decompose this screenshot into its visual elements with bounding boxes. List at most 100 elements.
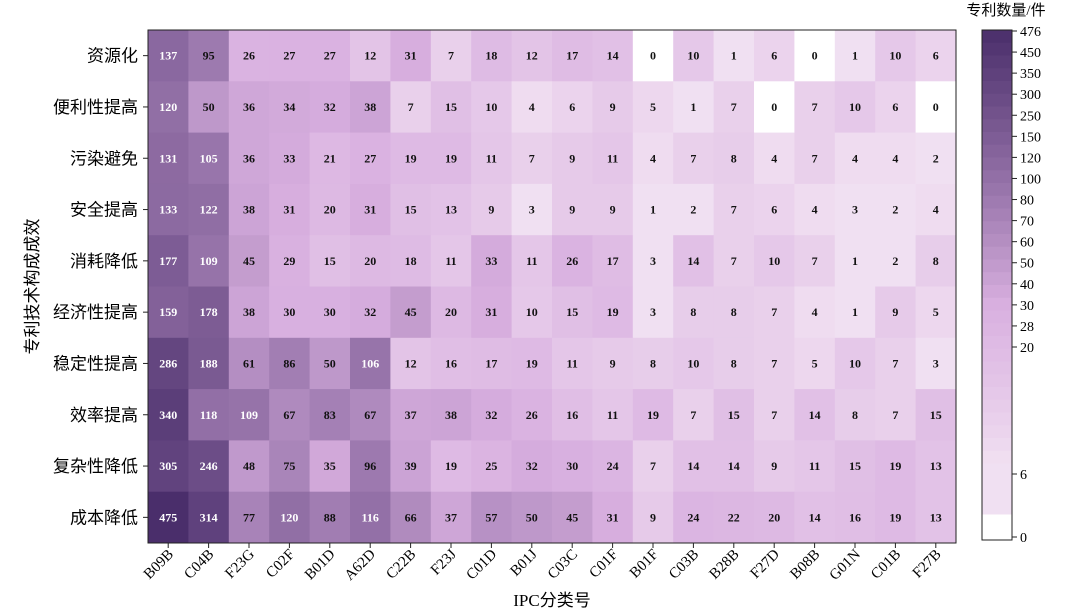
y-tick-label: 安全提高	[70, 201, 138, 220]
heatmap-cell	[632, 337, 674, 390]
cell-value-label: 475	[159, 510, 177, 524]
cell-value-label: 5	[650, 100, 656, 114]
cell-value-label: 19	[889, 510, 901, 524]
cell-value-label: 38	[243, 305, 255, 319]
heatmap-cell	[875, 30, 917, 82]
cell-value-label: 6	[892, 100, 898, 114]
cell-value-label: 14	[809, 510, 821, 524]
heatmap-cell	[390, 337, 432, 390]
cell-value-label: 13	[930, 459, 942, 473]
cell-value-label: 77	[243, 510, 255, 524]
cell-value-label: 0	[812, 49, 818, 63]
colorbar-segment	[982, 527, 1012, 541]
cell-value-label: 26	[243, 49, 255, 63]
heatmap-cell	[794, 337, 836, 390]
cell-value-label: 3	[852, 203, 858, 217]
heatmap-cell	[834, 183, 876, 236]
cell-value-label: 17	[607, 254, 619, 268]
heatmap-cell	[188, 235, 230, 287]
heatmap-cell	[632, 389, 674, 441]
heatmap-cell	[915, 81, 957, 134]
heatmap-cell	[350, 81, 391, 134]
heatmap-cell	[390, 440, 432, 493]
y-tick-label: 成本降低	[70, 508, 138, 527]
heatmap-cell	[552, 30, 593, 82]
heatmap-cell	[592, 389, 634, 441]
x-tick-label: G01N	[827, 546, 864, 583]
heatmap-cell	[552, 491, 593, 544]
heatmap-cell	[148, 30, 189, 82]
colorbar-segment	[982, 361, 1012, 375]
heatmap-cell	[794, 30, 836, 82]
heatmap-cell	[673, 235, 715, 287]
colorbar-tick-label: 20	[1020, 341, 1034, 356]
heatmap-cell	[632, 30, 674, 82]
heatmap-cell	[228, 286, 270, 339]
colorbar-tick-label: 350	[1020, 67, 1041, 82]
cell-value-label: 16	[849, 510, 861, 524]
heatmap-cell	[754, 81, 795, 134]
cell-value-label: 9	[650, 510, 656, 524]
cell-value-label: 31	[607, 510, 619, 524]
colorbar-tick-label: 30	[1020, 299, 1034, 314]
colorbar-segment	[982, 234, 1012, 248]
colorbar-tick-label: 300	[1020, 88, 1041, 103]
cell-value-label: 19	[526, 356, 538, 370]
heatmap-cell	[471, 183, 513, 236]
heatmap-cell	[552, 132, 593, 185]
heatmap-cell	[875, 235, 917, 287]
cell-value-label: 17	[566, 49, 578, 63]
heatmap-cell	[228, 132, 270, 185]
heatmap-cell	[713, 440, 755, 493]
heatmap-cell	[430, 337, 472, 390]
x-tick-label: A62D	[342, 546, 379, 583]
colorbar-segment	[982, 208, 1012, 222]
heatmap-cell	[188, 30, 230, 82]
heatmap-cell	[754, 30, 795, 82]
heatmap-cell	[834, 440, 876, 493]
cell-value-label: 45	[405, 305, 417, 319]
cell-value-label: 1	[852, 305, 858, 319]
heatmap-cell	[875, 132, 917, 185]
x-tick-label: F23G	[222, 546, 258, 582]
cell-value-label: 10	[687, 356, 699, 370]
cell-value-label: 20	[445, 305, 457, 319]
colorbar-segment	[982, 81, 1012, 95]
colorbar-segment	[982, 336, 1012, 350]
colorbar-tick-label: 476	[1020, 25, 1041, 40]
cell-value-label: 24	[607, 459, 619, 473]
colorbar-segment	[982, 374, 1012, 388]
heatmap-cell	[390, 491, 432, 544]
colorbar-segment	[982, 272, 1012, 286]
heatmap-cell	[269, 286, 311, 339]
cell-value-label: 20	[324, 203, 336, 217]
cell-value-label: 15	[930, 408, 942, 422]
cell-value-label: 18	[405, 254, 417, 268]
cell-value-label: 7	[812, 151, 818, 165]
heatmap-cell	[511, 286, 553, 339]
heatmap-cell	[915, 491, 957, 544]
heatmap-cell	[430, 132, 472, 185]
heatmap-cell	[309, 183, 351, 236]
colorbar-segment	[982, 412, 1012, 426]
heatmap-cell	[915, 30, 957, 82]
cell-value-label: 10	[849, 356, 861, 370]
heatmap-cell	[309, 337, 351, 390]
colorbar-segment	[982, 246, 1012, 261]
cell-value-label: 86	[283, 356, 295, 370]
heatmap-cell	[309, 132, 351, 185]
heatmap-cell	[875, 389, 917, 441]
cell-value-label: 4	[892, 151, 898, 165]
heatmap-cell	[673, 30, 715, 82]
cell-value-label: 7	[771, 408, 777, 422]
cell-value-label: 116	[362, 510, 379, 524]
colorbar-tick-label: 450	[1020, 46, 1041, 61]
cell-value-label: 11	[567, 356, 578, 370]
heatmap-cell	[269, 389, 311, 441]
cell-value-label: 10	[687, 49, 699, 63]
heatmap-cell	[148, 337, 189, 390]
heatmap-cell	[754, 132, 795, 185]
cell-value-label: 27	[364, 151, 376, 165]
cell-value-label: 12	[526, 49, 538, 63]
